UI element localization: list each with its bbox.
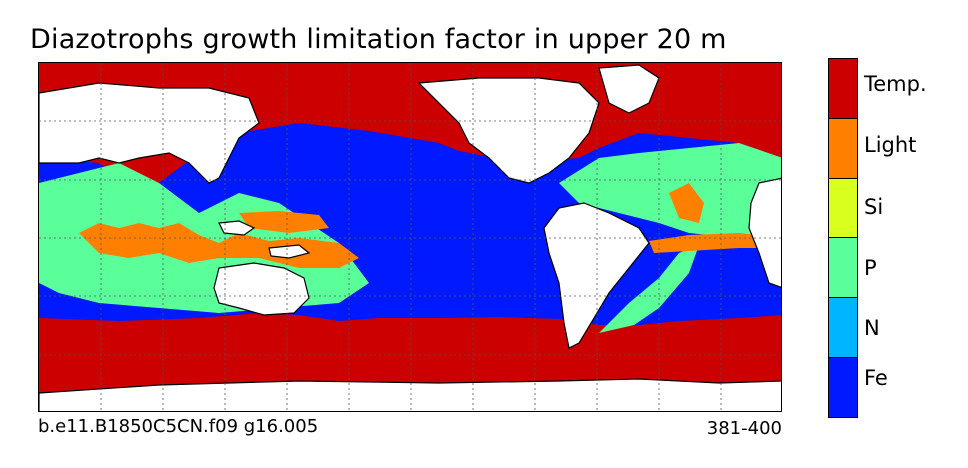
legend-label-temp: Temp. <box>864 72 927 96</box>
land-north-america <box>417 77 600 184</box>
legend-label-n: N <box>864 316 880 340</box>
map-svg <box>39 63 781 411</box>
colorbar <box>828 58 858 418</box>
land-africa <box>748 177 781 288</box>
legend-label-fe: Fe <box>864 366 888 390</box>
colorbar-labels: Temp. Light Si P N Fe <box>864 58 964 418</box>
land-indonesia <box>218 220 256 236</box>
colorbar-segment-n <box>829 298 857 359</box>
land-australia <box>213 262 310 316</box>
colorbar-segment-temp <box>829 59 857 119</box>
colorbar-segment-si <box>829 178 857 239</box>
land-new-guinea <box>268 244 311 259</box>
map-panel <box>38 62 782 412</box>
land-antarctica <box>39 378 781 411</box>
colorbar-segment-fe <box>829 358 857 417</box>
legend-label-light: Light <box>864 133 917 157</box>
p-region-atlantic <box>559 143 781 238</box>
land-south-america <box>543 202 650 349</box>
colorbar-segment-light <box>829 118 857 179</box>
land-eurasia <box>39 82 260 184</box>
light-region-pacific-west <box>239 211 329 233</box>
year-range-label: 381-400 <box>706 418 782 439</box>
land-masses <box>39 64 781 411</box>
light-region-atlantic <box>649 233 781 253</box>
map-title: Diazotrophs growth limitation factor in … <box>30 24 727 55</box>
colorbar-segment-p <box>829 238 857 299</box>
p-region-south-atlantic <box>599 245 699 333</box>
land-greenland <box>598 64 660 114</box>
graticule <box>39 63 781 411</box>
light-region-atlantic-north <box>669 183 704 223</box>
legend-label-si: Si <box>864 195 884 219</box>
case-name-label: b.e11.B1850C5CN.f09 g16.005 <box>38 416 319 437</box>
legend-label-p: P <box>864 256 877 280</box>
